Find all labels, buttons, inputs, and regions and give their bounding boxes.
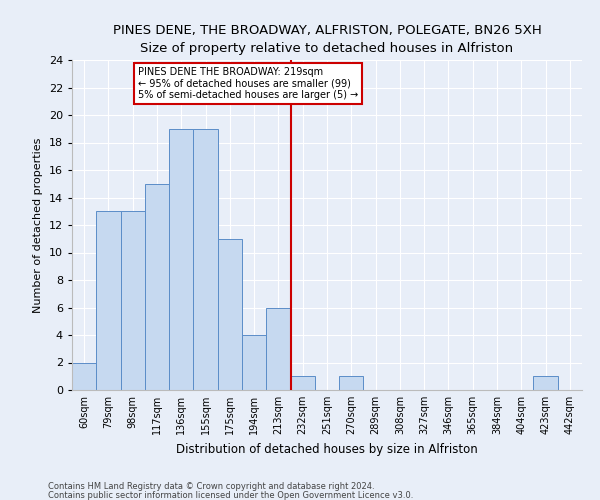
Bar (121, 211, 145, 390)
Title: PINES DENE, THE BROADWAY, ALFRISTON, POLEGATE, BN26 5XH
Size of property relativ: PINES DENE, THE BROADWAY, ALFRISTON, POL… (113, 24, 541, 54)
Bar (96, 211, 121, 390)
Y-axis label: Number of detached properties: Number of detached properties (33, 138, 43, 312)
Bar (266, 308, 290, 390)
Bar (533, 376, 558, 390)
X-axis label: Distribution of detached houses by size in Alfriston: Distribution of detached houses by size … (176, 442, 478, 456)
Bar (72, 362, 96, 390)
Bar (145, 184, 169, 390)
Text: Contains public sector information licensed under the Open Government Licence v3: Contains public sector information licen… (48, 490, 413, 500)
Bar (290, 376, 315, 390)
Bar (169, 128, 193, 390)
Bar (339, 376, 364, 390)
Bar (242, 335, 266, 390)
Text: Contains HM Land Registry data © Crown copyright and database right 2024.: Contains HM Land Registry data © Crown c… (48, 482, 374, 491)
Bar (218, 239, 242, 390)
Bar (193, 128, 218, 390)
Text: PINES DENE THE BROADWAY: 219sqm
← 95% of detached houses are smaller (99)
5% of : PINES DENE THE BROADWAY: 219sqm ← 95% of… (137, 67, 358, 100)
